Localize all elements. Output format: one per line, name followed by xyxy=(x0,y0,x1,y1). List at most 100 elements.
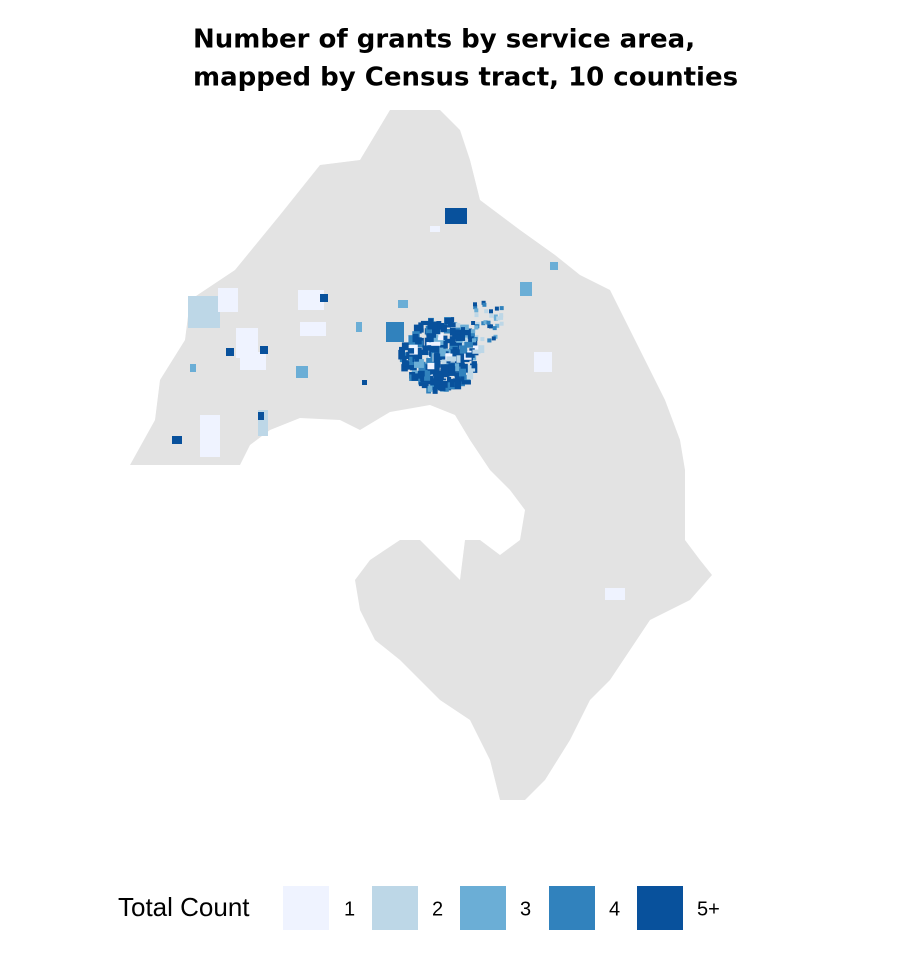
tract xyxy=(482,302,487,307)
tract xyxy=(534,352,552,372)
tract xyxy=(443,341,448,349)
tract xyxy=(320,294,328,302)
tract xyxy=(441,359,447,365)
tract xyxy=(436,370,446,378)
tract xyxy=(405,361,415,370)
tract xyxy=(399,346,404,352)
tract xyxy=(418,382,429,387)
tract xyxy=(444,349,455,355)
legend-label: 4 xyxy=(609,898,620,920)
tract xyxy=(431,341,441,346)
title-line: Number of grants by service area, xyxy=(193,25,695,55)
tract xyxy=(362,380,367,385)
tract xyxy=(414,356,419,362)
tract xyxy=(496,316,501,321)
tract xyxy=(218,288,238,312)
legend-swatch xyxy=(283,886,329,930)
tract xyxy=(415,337,422,345)
tract xyxy=(296,366,308,378)
tract xyxy=(492,326,497,331)
tract xyxy=(188,296,220,328)
tract xyxy=(465,365,476,372)
tract xyxy=(172,436,182,444)
tract xyxy=(386,322,404,342)
tract xyxy=(550,262,558,270)
tract xyxy=(460,363,468,373)
tract xyxy=(473,302,477,307)
tract xyxy=(427,321,438,330)
tract xyxy=(605,588,625,600)
tract xyxy=(462,337,469,346)
tract xyxy=(430,379,438,386)
tract xyxy=(436,340,446,346)
tract xyxy=(474,325,479,330)
tract xyxy=(430,383,435,391)
tract xyxy=(420,320,430,326)
tract xyxy=(402,355,407,365)
tract xyxy=(398,300,408,308)
tract xyxy=(415,328,424,333)
tract xyxy=(472,338,476,343)
tract xyxy=(417,370,425,377)
tract xyxy=(486,320,491,325)
legend-swatch xyxy=(460,886,506,930)
tract xyxy=(489,313,494,318)
tract xyxy=(475,321,480,326)
tract xyxy=(432,387,438,394)
tract xyxy=(487,324,492,329)
title-line: mapped by Census tract, 10 counties xyxy=(193,63,738,93)
tract xyxy=(493,314,498,319)
tract xyxy=(491,336,496,341)
tract xyxy=(470,339,478,346)
tract xyxy=(520,282,532,296)
tract xyxy=(460,327,466,338)
tract xyxy=(441,324,447,332)
tract xyxy=(489,309,493,314)
tract xyxy=(433,365,440,374)
tract xyxy=(471,361,477,369)
tract xyxy=(426,333,434,343)
legend-label: 3 xyxy=(520,898,531,920)
tract xyxy=(474,313,479,318)
tract xyxy=(446,338,456,344)
legend-swatch xyxy=(637,886,683,930)
tract xyxy=(467,334,475,340)
tract xyxy=(456,355,461,363)
legend-label: 2 xyxy=(432,898,443,920)
tract xyxy=(460,376,465,382)
tract xyxy=(495,323,500,328)
tract xyxy=(460,374,471,381)
tract xyxy=(427,385,433,392)
legend-label: 5+ xyxy=(697,898,720,920)
tract xyxy=(450,378,455,388)
tract xyxy=(414,359,424,368)
tract xyxy=(475,345,485,354)
tract xyxy=(260,346,268,354)
tract xyxy=(449,336,456,342)
tract xyxy=(499,313,504,318)
tract xyxy=(427,364,435,375)
tract xyxy=(452,382,462,390)
tract xyxy=(443,329,453,334)
tract xyxy=(459,345,468,354)
tract xyxy=(444,318,454,325)
tract xyxy=(258,410,268,436)
tract xyxy=(407,348,415,354)
tract xyxy=(464,341,473,348)
tract xyxy=(426,357,435,365)
tract xyxy=(434,360,441,368)
tract xyxy=(499,315,504,320)
tract xyxy=(472,345,479,352)
tract xyxy=(398,349,406,360)
legend-swatch xyxy=(549,886,595,930)
tract xyxy=(258,412,264,420)
tract xyxy=(440,364,451,373)
tract xyxy=(401,364,408,372)
tract xyxy=(430,226,440,232)
tract xyxy=(434,333,442,344)
tract xyxy=(499,306,504,311)
tract xyxy=(434,329,441,335)
tract xyxy=(190,364,196,372)
tract xyxy=(356,322,362,332)
